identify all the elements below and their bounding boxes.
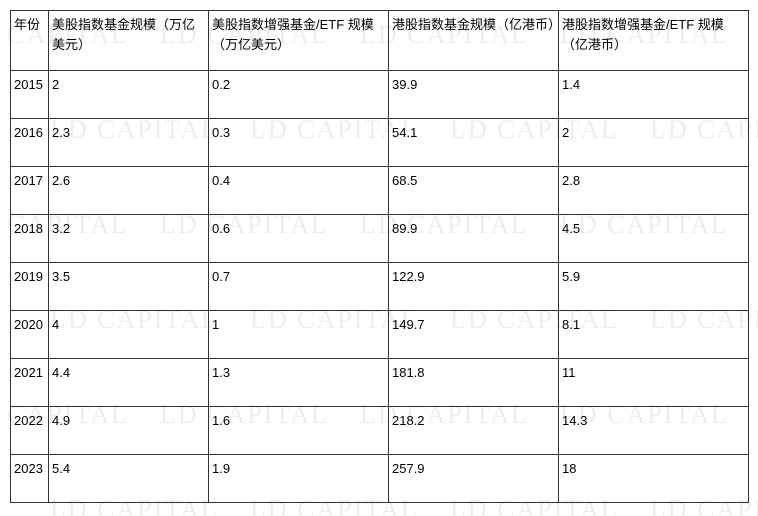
table-row: 20183.20.689.94.5 [11,215,749,263]
table-row: 20172.60.468.52.8 [11,167,749,215]
cell-hk_index: 122.9 [389,263,559,311]
cell-us_index: 4 [49,311,209,359]
cell-us_etf: 0.3 [209,119,389,167]
table-row: 20214.41.3181.811 [11,359,749,407]
cell-us_etf: 1.3 [209,359,389,407]
table-row: 201520.239.91.4 [11,71,749,119]
cell-us_index: 3.2 [49,215,209,263]
cell-hk_index: 89.9 [389,215,559,263]
cell-hk_index: 149.7 [389,311,559,359]
cell-hk_etf: 8.1 [559,311,749,359]
cell-hk_index: 181.8 [389,359,559,407]
cell-year: 2020 [11,311,49,359]
cell-hk_index: 39.9 [389,71,559,119]
col-us-index: 美股指数基金规模（万亿美元） [49,11,209,71]
table-row: 20162.30.354.12 [11,119,749,167]
cell-us_index: 4.4 [49,359,209,407]
cell-hk_etf: 11 [559,359,749,407]
cell-us_etf: 1 [209,311,389,359]
col-hk-index: 港股指数基金规模（亿港币） [389,11,559,71]
cell-hk_index: 218.2 [389,407,559,455]
cell-us_index: 3.5 [49,263,209,311]
cell-hk_etf: 14.3 [559,407,749,455]
cell-us_etf: 0.7 [209,263,389,311]
table-header-row: 年份 美股指数基金规模（万亿美元） 美股指数增强基金/ETF 规模（万亿美元） … [11,11,749,71]
col-hk-etf: 港股指数增强基金/ETF 规模（亿港币） [559,11,749,71]
cell-hk_etf: 18 [559,455,749,503]
cell-year: 2022 [11,407,49,455]
cell-year: 2018 [11,215,49,263]
cell-hk_index: 54.1 [389,119,559,167]
table-row: 20235.41.9257.918 [11,455,749,503]
cell-year: 2019 [11,263,49,311]
cell-hk_etf: 5.9 [559,263,749,311]
cell-us_index: 5.4 [49,455,209,503]
cell-hk_etf: 4.5 [559,215,749,263]
table-row: 202041149.78.1 [11,311,749,359]
cell-year: 2015 [11,71,49,119]
cell-hk_index: 68.5 [389,167,559,215]
cell-us_index: 4.9 [49,407,209,455]
cell-hk_etf: 1.4 [559,71,749,119]
cell-hk_index: 257.9 [389,455,559,503]
cell-year: 2017 [11,167,49,215]
cell-year: 2021 [11,359,49,407]
col-year: 年份 [11,11,49,71]
cell-us_etf: 0.4 [209,167,389,215]
cell-us_index: 2.3 [49,119,209,167]
cell-year: 2016 [11,119,49,167]
cell-us_etf: 0.2 [209,71,389,119]
cell-us_index: 2 [49,71,209,119]
cell-us_index: 2.6 [49,167,209,215]
col-us-etf: 美股指数增强基金/ETF 规模（万亿美元） [209,11,389,71]
table-row: 20224.91.6218.214.3 [11,407,749,455]
cell-year: 2023 [11,455,49,503]
cell-hk_etf: 2 [559,119,749,167]
table-row: 20193.50.7122.95.9 [11,263,749,311]
cell-us_etf: 1.9 [209,455,389,503]
cell-us_etf: 0.6 [209,215,389,263]
cell-us_etf: 1.6 [209,407,389,455]
cell-hk_etf: 2.8 [559,167,749,215]
fund-scale-table: 年份 美股指数基金规模（万亿美元） 美股指数增强基金/ETF 规模（万亿美元） … [10,10,749,503]
